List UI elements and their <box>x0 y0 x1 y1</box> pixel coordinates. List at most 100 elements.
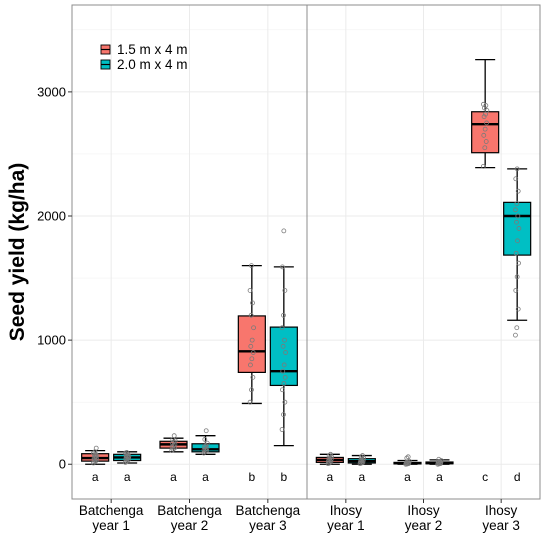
data-point <box>513 176 519 182</box>
data-point <box>281 362 287 368</box>
data-point <box>438 458 444 463</box>
panel-ihosy <box>307 5 540 499</box>
data-point <box>250 374 256 380</box>
data-point <box>282 399 288 405</box>
data-point <box>280 368 286 374</box>
data-point <box>482 126 488 132</box>
x-tick-label: Ihosy <box>407 503 440 518</box>
data-point <box>91 455 97 461</box>
data-point <box>326 453 332 458</box>
data-point <box>201 450 207 456</box>
data-point <box>514 219 519 225</box>
data-point <box>250 350 256 355</box>
data-point <box>481 101 486 107</box>
data-point <box>281 312 286 318</box>
box-series-2: a <box>347 453 376 484</box>
x-tick-label: year 3 <box>249 518 287 533</box>
data-point <box>481 114 487 120</box>
x-tick-label: year 2 <box>171 518 209 533</box>
data-point <box>329 454 334 460</box>
data-point <box>204 448 209 453</box>
data-point <box>436 456 442 462</box>
box-series-1: c <box>471 58 500 484</box>
data-point <box>248 312 254 318</box>
box-series-2: a <box>113 450 142 484</box>
data-point <box>361 455 366 461</box>
data-point <box>513 332 518 338</box>
data-point <box>249 337 255 343</box>
data-point <box>124 453 129 458</box>
box-series-2: a <box>191 428 220 484</box>
data-point <box>94 453 100 458</box>
data-point <box>513 207 518 213</box>
data-point <box>247 288 253 293</box>
data-point <box>515 306 521 312</box>
data-point <box>172 438 178 444</box>
data-point <box>483 139 489 144</box>
data-point <box>281 228 287 234</box>
data-point <box>360 458 366 463</box>
data-point <box>281 381 287 386</box>
legend: 1.5 m x 4 m2.0 m x 4 m <box>100 42 188 72</box>
data-point <box>514 325 520 331</box>
data-point <box>248 362 253 368</box>
data-point <box>513 250 519 256</box>
x-tick-label: year 3 <box>482 518 520 533</box>
data-point <box>249 387 254 393</box>
data-point <box>204 445 210 451</box>
significance-letter: c <box>482 470 488 484</box>
data-point <box>279 325 285 331</box>
data-point <box>328 456 334 462</box>
significance-letter: a <box>436 470 443 484</box>
data-point <box>358 454 364 460</box>
data-point <box>123 459 128 465</box>
box-series-1: b <box>237 263 266 484</box>
data-point <box>93 445 99 451</box>
y-tick-label: 0 <box>59 457 66 472</box>
data-point <box>405 454 411 460</box>
data-point <box>202 444 207 450</box>
data-point <box>514 274 520 280</box>
box-series-1: a <box>81 445 110 484</box>
box-series-1: a <box>315 451 344 484</box>
significance-letter: a <box>326 470 333 484</box>
data-point <box>514 201 520 206</box>
data-point <box>251 325 256 331</box>
data-point <box>247 399 253 405</box>
box-series-2: b <box>269 228 298 484</box>
data-point <box>515 238 520 244</box>
data-point <box>249 263 254 269</box>
data-point <box>516 226 522 231</box>
significance-letter: a <box>404 470 411 484</box>
y-tick-label: 2000 <box>37 209 66 224</box>
box-series-2: d <box>503 166 532 484</box>
data-point <box>515 213 521 219</box>
box-iqr <box>471 111 500 154</box>
data-point <box>124 450 130 455</box>
data-point <box>280 264 285 270</box>
significance-letter: b <box>280 470 287 484</box>
significance-letter: b <box>248 470 255 484</box>
x-tick-label: Ihosy <box>330 503 363 518</box>
box-series-1: a <box>393 454 422 484</box>
significance-letter: a <box>202 470 209 484</box>
data-point <box>204 440 210 446</box>
data-point <box>484 120 489 126</box>
y-tick-label: 1000 <box>37 333 66 348</box>
data-point <box>249 356 255 362</box>
data-point <box>516 260 521 266</box>
box-series-2: a <box>425 456 454 484</box>
x-tick-label: year 1 <box>92 518 130 533</box>
significance-letter: a <box>170 470 177 484</box>
data-point <box>404 455 410 461</box>
data-point <box>482 145 488 151</box>
x-tick-label: Batchenga <box>79 503 144 518</box>
data-point <box>171 439 177 445</box>
panel-batchenga <box>72 5 307 499</box>
box-iqr <box>269 326 298 387</box>
legend-label: 1.5 m x 4 m <box>117 42 188 57</box>
